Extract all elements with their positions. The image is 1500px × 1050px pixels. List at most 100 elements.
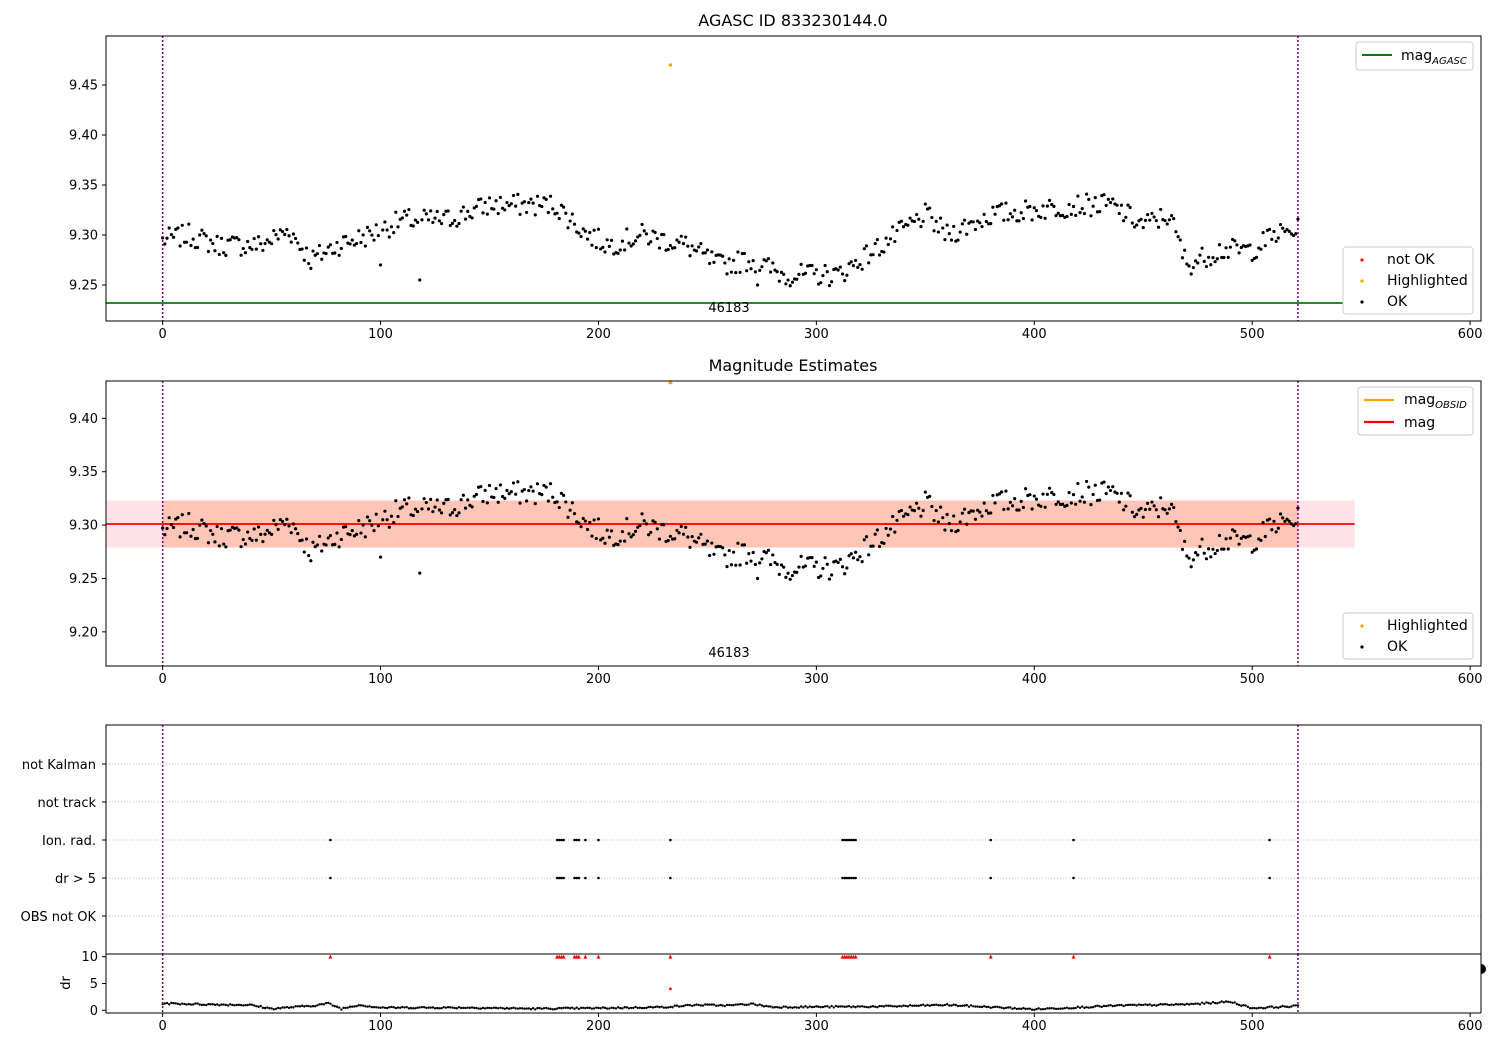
dr-point (1039, 1008, 1043, 1011)
ok-point (623, 248, 627, 252)
flag-point (557, 876, 561, 880)
dr-point (181, 1002, 184, 1005)
ok-point (1213, 551, 1217, 556)
ok-point (204, 524, 208, 528)
dr-point (799, 1005, 803, 1008)
dr-point (991, 1006, 995, 1009)
ok-point (623, 539, 627, 543)
legend-box (1355, 41, 1474, 71)
dr-point (1128, 1003, 1132, 1007)
ok-point (673, 537, 677, 541)
ok-point (483, 488, 487, 493)
ok-point (1076, 481, 1080, 486)
flag-row-label: OBS not OK (21, 910, 97, 925)
dr-point (1155, 1004, 1158, 1007)
ok-point (773, 560, 777, 565)
dr-point (242, 1004, 245, 1007)
dr-point (268, 1007, 271, 1010)
ok-point (535, 482, 540, 486)
ok-point (548, 482, 553, 486)
dr-point (218, 1004, 221, 1007)
ok-point (932, 229, 936, 233)
ok-point (769, 270, 773, 274)
ok-point (642, 229, 646, 233)
ok-point (1052, 492, 1056, 497)
dr-point (1255, 1007, 1258, 1010)
ok-point (919, 225, 923, 229)
dr-point (884, 1004, 888, 1007)
dr-point (521, 1007, 524, 1010)
ok-point (250, 538, 254, 543)
dr-point (1224, 1000, 1228, 1003)
dr-point (1157, 1003, 1160, 1007)
ok-point (368, 519, 372, 523)
ok-point (997, 204, 1002, 208)
dr-point (1137, 1003, 1141, 1006)
dr-point (205, 1003, 208, 1007)
dr-point (1270, 1005, 1274, 1008)
p2-xtick-label: 600 (1458, 672, 1483, 687)
ok-point (431, 510, 435, 514)
dr-point (745, 1003, 748, 1007)
ok-point (470, 505, 474, 509)
ok-point (847, 262, 851, 266)
ok-point (487, 196, 492, 200)
ok-point (727, 257, 731, 261)
dr-point (1292, 1004, 1295, 1007)
ok-point (1259, 247, 1263, 251)
dr-point (686, 1003, 690, 1007)
ok-point (1078, 499, 1082, 503)
dr-point (732, 1003, 735, 1007)
dr-point (699, 1004, 703, 1007)
dr-point (974, 1005, 977, 1008)
dr-point (357, 1004, 360, 1007)
p4-xtick-label: 0 (159, 1019, 167, 1034)
ok-point (585, 527, 590, 532)
dr-clipped-point (853, 954, 858, 959)
highlighted-point (667, 379, 673, 385)
dr-point (368, 1005, 371, 1008)
flag-point (669, 838, 672, 842)
ok-point (287, 524, 291, 528)
dr-point (523, 1007, 526, 1010)
ok-point (461, 205, 465, 209)
ok-point (248, 245, 252, 250)
dr-point (738, 1002, 742, 1006)
ok-point (1156, 225, 1161, 229)
ok-point (962, 218, 967, 222)
ok-point (335, 240, 339, 245)
dr-point (640, 1006, 644, 1010)
ok-point (317, 534, 322, 538)
dr-point (335, 1005, 339, 1008)
ok-point (912, 509, 917, 513)
ok-point (328, 533, 333, 538)
ok-point (938, 216, 943, 220)
dr-point (191, 1003, 195, 1006)
ok-point (891, 225, 895, 229)
dr-point (464, 1006, 467, 1010)
ok-point (555, 500, 559, 504)
ok-point (359, 531, 363, 535)
dr-point (854, 1005, 857, 1009)
ok-point (248, 536, 252, 541)
ok-point (609, 529, 614, 533)
dr-point (381, 1006, 384, 1009)
ok-point (686, 535, 690, 539)
ok-point (958, 520, 962, 524)
ok-point (1117, 500, 1121, 504)
dr-point (773, 1006, 777, 1009)
ok-point (509, 490, 513, 494)
ok-point (899, 508, 903, 513)
ok-point (557, 216, 561, 221)
ok-point (463, 217, 468, 221)
dr-point (1185, 1002, 1189, 1006)
ok-point (836, 268, 840, 272)
dr-point (712, 1003, 716, 1006)
ok-point (708, 261, 712, 266)
ok-point (1228, 536, 1233, 540)
ok-point (1054, 214, 1058, 218)
ok-point (989, 511, 993, 515)
dr-point (1115, 1004, 1119, 1007)
panel-flags-frame (105, 724, 1482, 955)
dr-point (758, 1003, 761, 1006)
